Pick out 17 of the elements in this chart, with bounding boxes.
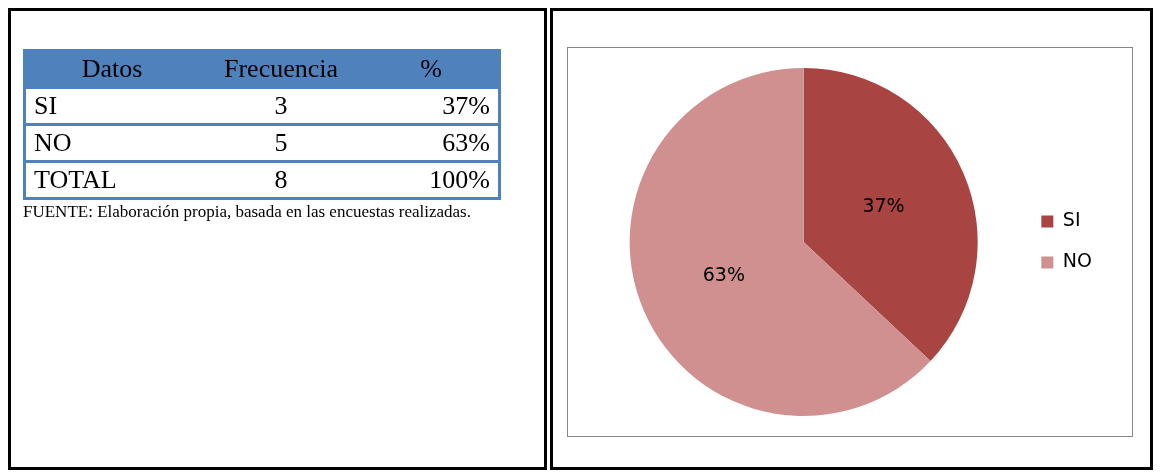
legend-label: SI (1062, 208, 1081, 231)
text: 8 (198, 161, 365, 199)
text: NO (24, 124, 199, 162)
text: 37% (364, 87, 500, 125)
text: 5 (198, 124, 365, 162)
source-note: FUENTE: Elaboración propia, basada en las encuestas realizadas. (23, 202, 472, 222)
text: 3 (198, 87, 365, 125)
text: TOTAL (24, 161, 199, 199)
text: Frecuencia (198, 50, 365, 88)
text: Datos (24, 50, 199, 88)
legend-label: NO (1062, 249, 1093, 272)
data-label: 63% (702, 263, 745, 286)
data-label: 37% (862, 194, 905, 217)
text: SI (24, 87, 199, 125)
text: 100% (364, 161, 500, 199)
text: 63% (364, 124, 500, 162)
text: % (364, 50, 500, 88)
